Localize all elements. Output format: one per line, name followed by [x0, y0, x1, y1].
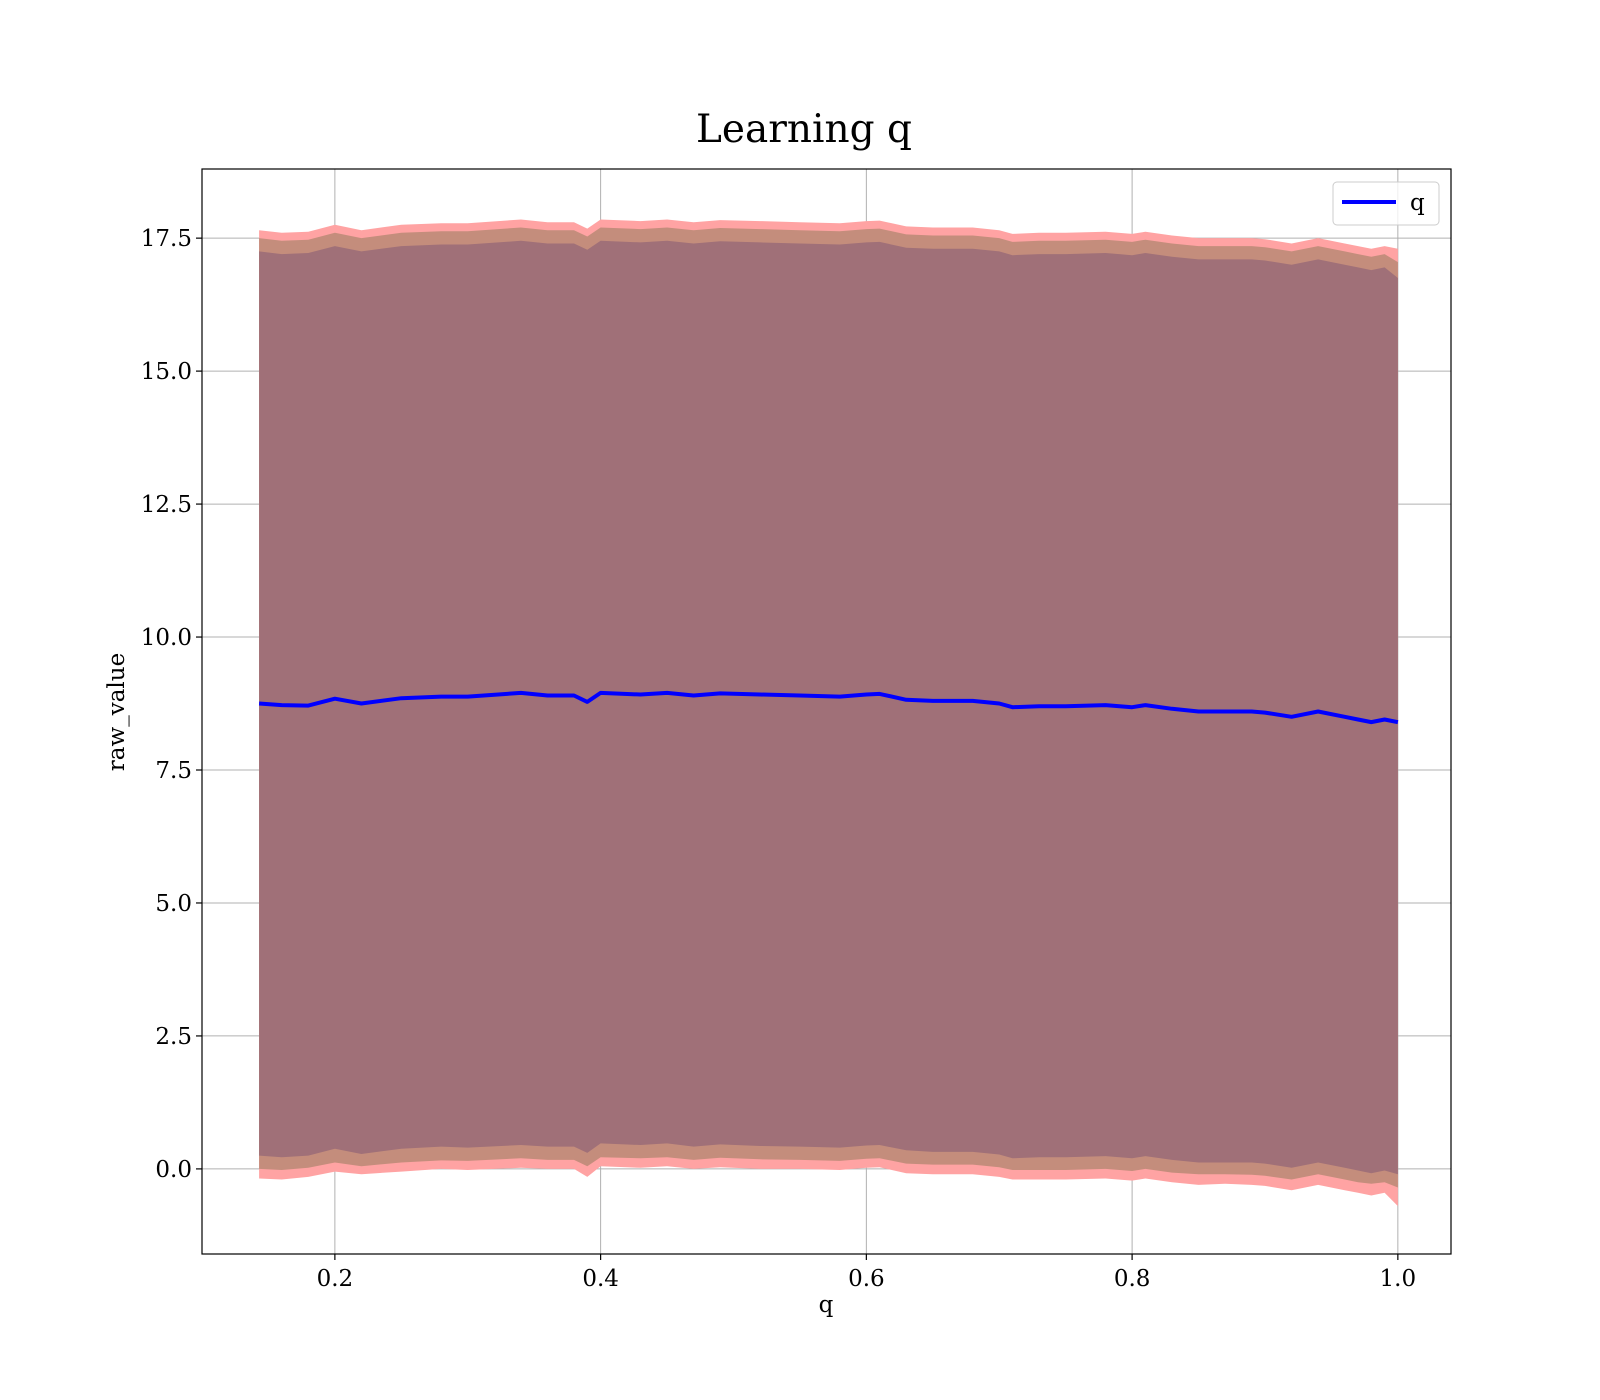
x-axis-label: q: [819, 1292, 834, 1318]
legend-entry: q: [1410, 190, 1425, 216]
x-axis-ticks: 0.2 0.4 0.6 0.8 1.0: [317, 1254, 1417, 1292]
y-axis-label: raw_value: [104, 653, 130, 771]
plot-frame: [201, 168, 1452, 1255]
series-layer: [258, 690, 1399, 725]
x-tick-label-1: 0.4: [582, 1266, 619, 1292]
y-axis-ticks: 0.0 2.5 5.0 7.5 10.0 12.5 15.0 17.5: [141, 226, 202, 1183]
legend: q: [1332, 181, 1440, 226]
y-tick-label-7: 17.5: [141, 226, 192, 252]
y-tick-label-6: 15.0: [141, 359, 192, 385]
y-tick-label-4: 10.0: [141, 625, 192, 651]
y-tick-label-5: 12.5: [141, 492, 192, 518]
chart-title: Learning q: [696, 107, 912, 152]
series-line-0: [258, 690, 1399, 725]
x-tick-label-0: 0.2: [317, 1266, 354, 1292]
y-tick-label-0: 0.0: [155, 1157, 192, 1183]
y-tick-label-2: 5.0: [155, 891, 192, 917]
y-tick-label-1: 2.5: [155, 1024, 192, 1050]
x-tick-label-4: 1.0: [1380, 1266, 1417, 1292]
confidence-bands: [259, 219, 1398, 1207]
y-tick-label-3: 7.5: [155, 758, 192, 784]
band-inner: [259, 240, 1398, 1175]
x-tick-label-3: 0.8: [1114, 1266, 1151, 1292]
x-tick-label-2: 0.6: [848, 1266, 885, 1292]
